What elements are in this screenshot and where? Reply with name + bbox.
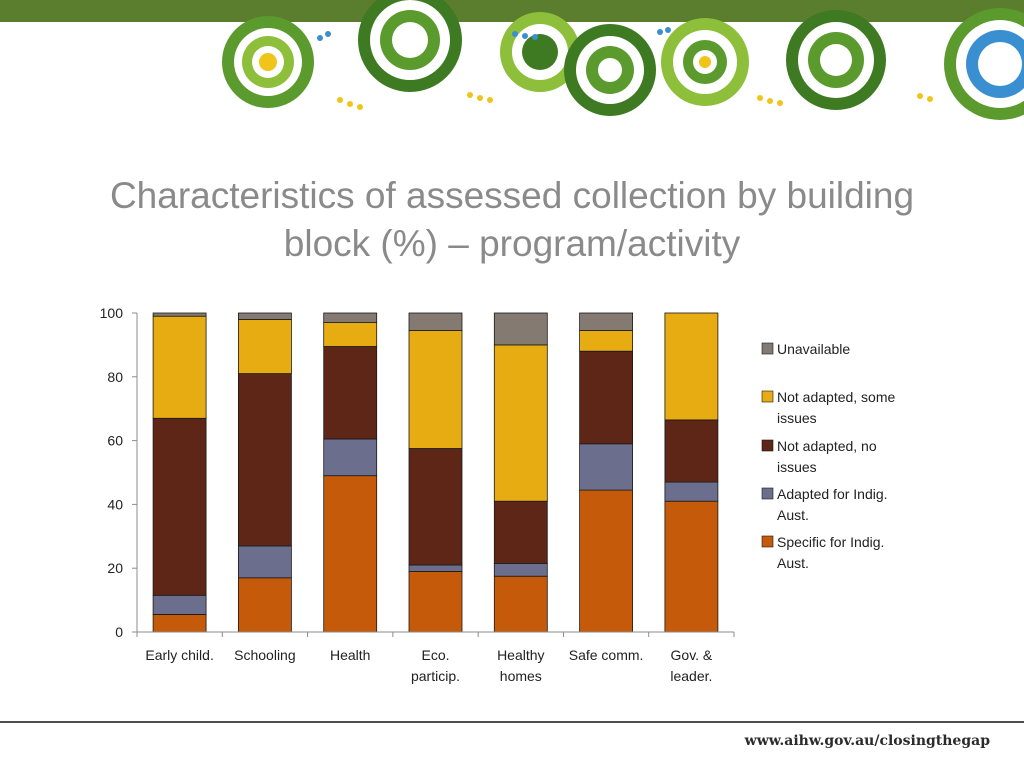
banner-swirl-5 — [661, 18, 749, 106]
legend-label: Not adapted, some — [777, 389, 896, 405]
banner-swirl-6 — [786, 10, 886, 110]
x-tick-label: Gov. & — [671, 647, 713, 663]
bar-segment — [323, 475, 378, 633]
bar-segment — [493, 312, 548, 346]
x-tick-label: leader. — [670, 668, 712, 684]
bar-segment — [664, 419, 719, 483]
bar-segment — [579, 312, 633, 331]
x-tick-label: Health — [330, 647, 370, 663]
y-tick-label: 80 — [107, 369, 123, 385]
legend-swatch — [761, 535, 774, 548]
banner-swirl-7 — [944, 8, 1024, 120]
bar-segment — [664, 312, 719, 421]
banner-dots — [337, 92, 933, 110]
bar-segment — [408, 564, 463, 572]
bar-segment — [493, 344, 548, 502]
y-tick-label: 100 — [100, 305, 124, 321]
bar-segment — [579, 330, 633, 352]
bar-segment — [237, 373, 292, 547]
legend-label: Not adapted, no — [777, 438, 877, 454]
x-tick-label: particip. — [411, 668, 460, 684]
banner-swirl-4 — [564, 24, 656, 116]
y-tick-label: 40 — [107, 496, 123, 512]
legend-swatch — [761, 487, 774, 500]
bar-segment — [323, 312, 378, 324]
slide-title: Characteristics of assessed collection b… — [40, 172, 984, 268]
bar-segment — [237, 318, 292, 374]
legend: Unavailable Not adapted, some issues Not ad… — [761, 341, 896, 571]
bar-segment — [323, 322, 378, 347]
bar-segment — [493, 575, 548, 633]
banner-swirl-2 — [358, 0, 462, 92]
bar-segment — [152, 312, 207, 317]
legend-swatch — [761, 342, 774, 355]
bar-segment — [152, 315, 207, 419]
legend-label: Adapted for Indig. — [777, 486, 888, 502]
x-tick-label: Healthy — [497, 647, 544, 663]
bar-segment — [152, 614, 207, 633]
legend-label: issues — [777, 459, 817, 475]
legend-label: Unavailable — [777, 341, 850, 357]
slide-title-line-2: block (%) – program/activity — [283, 223, 741, 264]
legend-label: issues — [777, 410, 817, 426]
stacked-bar-chart: 0 20 40 60 80 100 Early child. Schooling Health… — [100, 305, 896, 684]
header-band — [0, 0, 1024, 22]
x-tick-label: Schooling — [234, 647, 296, 663]
footer-divider — [0, 721, 1024, 723]
footer-url[interactable]: www.aihw.gov.au/closingthegap — [744, 733, 990, 749]
bar-segment — [493, 563, 548, 577]
bar-segment — [408, 312, 463, 331]
bar-segment — [493, 500, 548, 564]
x-tick-label: Safe comm. — [569, 647, 644, 663]
y-tick-label: 0 — [115, 624, 123, 640]
legend-swatch — [761, 390, 774, 403]
y-tick-label: 60 — [107, 433, 123, 449]
bar-segment — [664, 500, 719, 633]
banner-blue-dots — [317, 27, 671, 41]
bar-segment — [579, 350, 633, 445]
bar-segment — [237, 312, 292, 320]
bar-segment — [408, 571, 463, 633]
bar-segment — [579, 443, 633, 491]
legend-label: Specific for Indig. — [777, 534, 884, 550]
legend-label: Aust. — [777, 507, 809, 523]
bar-segment — [152, 594, 207, 615]
bar-segment — [323, 438, 378, 477]
bars — [152, 312, 719, 633]
legend-label: Aust. — [777, 555, 809, 571]
bar-segment — [408, 448, 463, 566]
slide-title-line-1: Characteristics of assessed collection b… — [109, 175, 915, 216]
bar-segment — [664, 481, 719, 502]
y-tick-label: 20 — [107, 560, 123, 576]
bar-segment — [579, 489, 633, 633]
decorative-banner — [222, 0, 1024, 120]
bar-segment — [152, 417, 207, 596]
bar-segment — [237, 577, 292, 633]
legend-swatch — [761, 439, 774, 452]
x-axis: Early child. Schooling Health Eco. particip.… — [136, 631, 735, 684]
x-tick-label: Early child. — [145, 647, 213, 663]
bar-segment — [237, 545, 292, 579]
x-tick-label: Eco. — [421, 647, 449, 663]
bar-segment — [323, 346, 378, 440]
banner-swirl-1 — [222, 16, 314, 108]
y-axis: 0 20 40 60 80 100 — [100, 305, 138, 640]
bar-segment — [408, 330, 463, 449]
x-tick-label: homes — [500, 668, 542, 684]
